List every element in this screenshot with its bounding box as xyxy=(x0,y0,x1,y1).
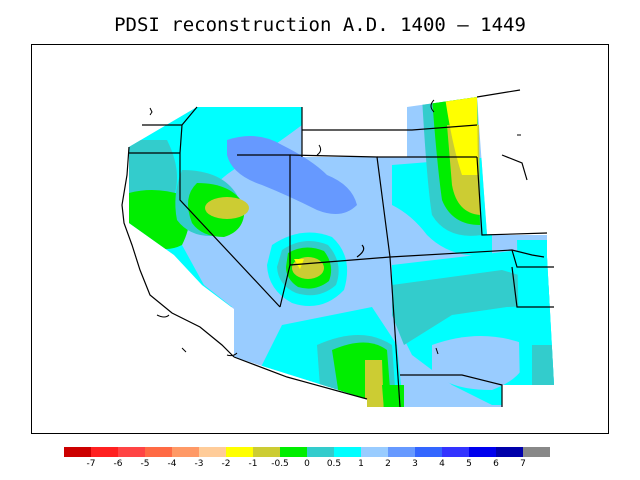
colorbar-swatch xyxy=(118,447,145,457)
border-az-mx xyxy=(233,356,368,400)
lake xyxy=(149,107,153,116)
colorbar-label: 0.5 xyxy=(326,459,342,469)
colorbar-label: 5 xyxy=(466,459,472,469)
field-olive-blob xyxy=(205,197,249,219)
colorbar-swatch xyxy=(496,447,523,457)
colorbar-label: 0 xyxy=(304,459,310,469)
colorbar-swatch xyxy=(226,447,253,457)
colorbar-swatch xyxy=(415,447,442,457)
colorbar-swatch xyxy=(334,447,361,457)
lake xyxy=(316,144,322,156)
colorbar-swatch xyxy=(199,447,226,457)
field-yellow-band xyxy=(445,97,478,175)
lake xyxy=(156,314,170,318)
field-teal-band xyxy=(532,345,554,390)
colorbar-label: -6 xyxy=(113,459,123,469)
border-lake xyxy=(356,244,365,258)
border-ca-nv xyxy=(179,153,281,308)
colorbar-swatch xyxy=(361,447,388,457)
border-tx xyxy=(511,266,554,308)
small-features xyxy=(149,99,521,357)
pdsi-field xyxy=(129,97,554,407)
colorbar-label: 3 xyxy=(412,459,418,469)
border-nd-sd xyxy=(476,89,521,98)
lake xyxy=(226,352,238,357)
state-boundaries xyxy=(121,89,554,408)
colorbar-swatch xyxy=(64,447,91,457)
colorbar-label: -0.5 xyxy=(271,459,289,469)
colorbar-swatch xyxy=(253,447,280,457)
border-nv-ut xyxy=(237,154,291,308)
colorbar-label: -4 xyxy=(167,459,177,469)
border-mt-wy xyxy=(302,124,478,131)
pdsi-map xyxy=(121,89,554,408)
colorbar-swatch xyxy=(172,447,199,457)
border-co-ne xyxy=(476,156,548,236)
map-title: PDSI reconstruction A.D. 1400 – 1449 xyxy=(114,14,526,36)
colorbar-swatch xyxy=(91,447,118,457)
field-green-band xyxy=(382,385,404,407)
border-co-ks xyxy=(389,249,545,258)
colorbar-swatch xyxy=(145,447,172,457)
colorbar-label: 1 xyxy=(358,459,364,469)
border-ut-co xyxy=(289,256,391,266)
map-frame xyxy=(31,44,609,434)
colorbar-label: -7 xyxy=(86,459,96,469)
colorbar-swatch xyxy=(469,447,496,457)
colorbar-label: 4 xyxy=(439,459,445,469)
colorbar-swatch xyxy=(307,447,334,457)
colorbar-labels: -7 -6 -5 -4 -3 -2 -1 -0.5 0 0.5 1 2 3 4 5 6 7 xyxy=(64,459,577,473)
lake xyxy=(430,99,435,113)
colorbar-swatch xyxy=(388,447,415,457)
border-ok xyxy=(511,249,554,268)
colorbar xyxy=(64,447,577,457)
colorbar-label: -1 xyxy=(248,459,258,469)
border-nm-tx xyxy=(400,374,503,407)
field-olive-band xyxy=(365,360,384,407)
border-az-nm xyxy=(389,256,401,408)
colorbar-swatch xyxy=(442,447,469,457)
colorbar-label: 7 xyxy=(520,459,526,469)
lake xyxy=(435,347,439,355)
border-wy-ut xyxy=(289,154,391,258)
colorbar-swatch xyxy=(523,447,550,457)
field-lightblue-blob xyxy=(432,336,528,390)
colorbar-label: -5 xyxy=(140,459,150,469)
colorbar-label: -2 xyxy=(221,459,231,469)
coastline xyxy=(121,146,235,358)
colorbar-label: -3 xyxy=(194,459,204,469)
lake xyxy=(181,347,187,353)
field-teal-band xyxy=(392,270,554,345)
colorbar-label: 6 xyxy=(493,459,499,469)
border-mn xyxy=(501,154,528,181)
colorbar-swatch xyxy=(280,447,307,457)
colorbar-label: 2 xyxy=(385,459,391,469)
